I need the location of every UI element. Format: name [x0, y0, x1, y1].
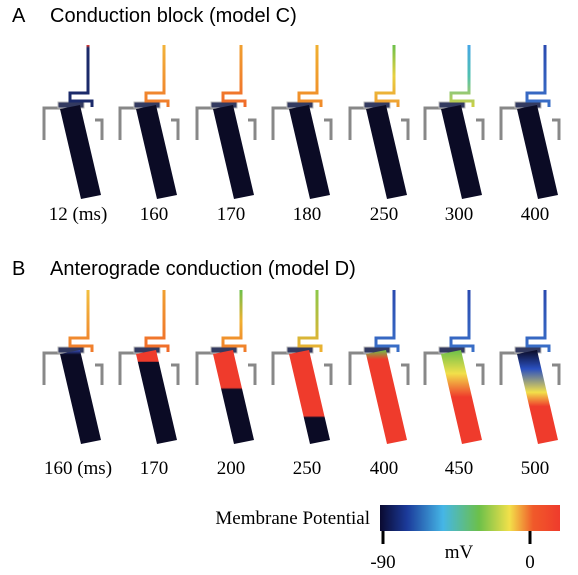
panel-title: Conduction block (model C) [50, 5, 297, 27]
electrode-right [401, 118, 410, 140]
electrode-right [552, 118, 561, 140]
frame [499, 290, 561, 444]
tissue [289, 350, 330, 444]
frame-label: 160 [140, 204, 169, 225]
electrode-left [499, 351, 519, 385]
lead [525, 290, 551, 352]
frame-label: 170 [217, 204, 246, 225]
lead [144, 290, 170, 352]
frame-label: 170 [140, 458, 169, 479]
electrode-left [271, 351, 291, 385]
colorbar-unit: mV [445, 542, 474, 563]
lead [68, 290, 94, 352]
colorbar-min: -90 [370, 552, 395, 573]
frame-label: 200 [217, 458, 246, 479]
electrode-right [95, 363, 104, 385]
electrode-left [423, 351, 443, 385]
tissue [136, 350, 177, 444]
lead [221, 45, 247, 107]
lead [374, 45, 400, 107]
frame-label: 400 [521, 204, 550, 225]
frame-label: 400 [370, 458, 399, 479]
colorbar-label: Membrane Potential [215, 508, 370, 529]
tissue [441, 105, 482, 199]
tissue [441, 350, 482, 444]
electrode-left [423, 106, 443, 140]
electrode-left [348, 351, 368, 385]
frame-label: 180 [293, 204, 322, 225]
tissue [289, 105, 330, 199]
frame-label: 250 [293, 458, 322, 479]
frame [195, 45, 257, 199]
frame-label: 160 (ms) [44, 458, 112, 479]
panel-letter: A [12, 5, 26, 27]
tissue [213, 105, 254, 199]
electrode-right [324, 118, 333, 140]
colorbar-max: 0 [525, 552, 535, 573]
electrode-left [42, 106, 62, 140]
electrode-right [324, 363, 333, 385]
frame [118, 45, 180, 199]
frame [348, 45, 410, 199]
tissue [366, 350, 407, 444]
tissue [136, 105, 177, 199]
tissue [517, 105, 558, 199]
tissue [517, 350, 558, 444]
frame-label: 12 (ms) [49, 204, 108, 225]
tissue [213, 350, 254, 444]
panel-title: Anterograde conduction (model D) [50, 258, 356, 280]
electrode-left [118, 351, 138, 385]
lead [297, 290, 323, 352]
tissue [60, 350, 101, 444]
electrode-left [42, 351, 62, 385]
electrode-left [195, 351, 215, 385]
frame [271, 45, 333, 199]
electrode-right [171, 363, 180, 385]
electrode-left [195, 106, 215, 140]
electrode-right [171, 118, 180, 140]
lead [297, 45, 323, 107]
lead [221, 290, 247, 352]
frame [348, 290, 410, 444]
lead [449, 45, 475, 107]
frame [423, 45, 485, 199]
frame [42, 45, 104, 199]
frame-label: 450 [445, 458, 474, 479]
lead [449, 290, 475, 352]
electrode-right [95, 118, 104, 140]
electrode-right [248, 363, 257, 385]
electrode-left [271, 106, 291, 140]
electrode-right [248, 118, 257, 140]
frame [271, 290, 333, 444]
electrode-right [476, 363, 485, 385]
frame-label: 300 [445, 204, 474, 225]
electrode-left [348, 106, 368, 140]
colorbar [380, 505, 560, 531]
electrode-left [499, 106, 519, 140]
frame [42, 290, 104, 444]
electrode-left [118, 106, 138, 140]
lead [68, 45, 94, 107]
frame [499, 45, 561, 199]
lead [144, 45, 170, 107]
electrode-right [476, 118, 485, 140]
panel-letter: B [12, 258, 25, 280]
lead [525, 45, 551, 107]
tissue [366, 105, 407, 199]
electrode-right [401, 363, 410, 385]
frame-label: 500 [521, 458, 550, 479]
electrode-right [552, 363, 561, 385]
tissue [60, 105, 101, 199]
frame [118, 290, 180, 444]
frame [195, 290, 257, 444]
frame-label: 250 [370, 204, 399, 225]
lead [374, 290, 400, 352]
frame [423, 290, 485, 444]
